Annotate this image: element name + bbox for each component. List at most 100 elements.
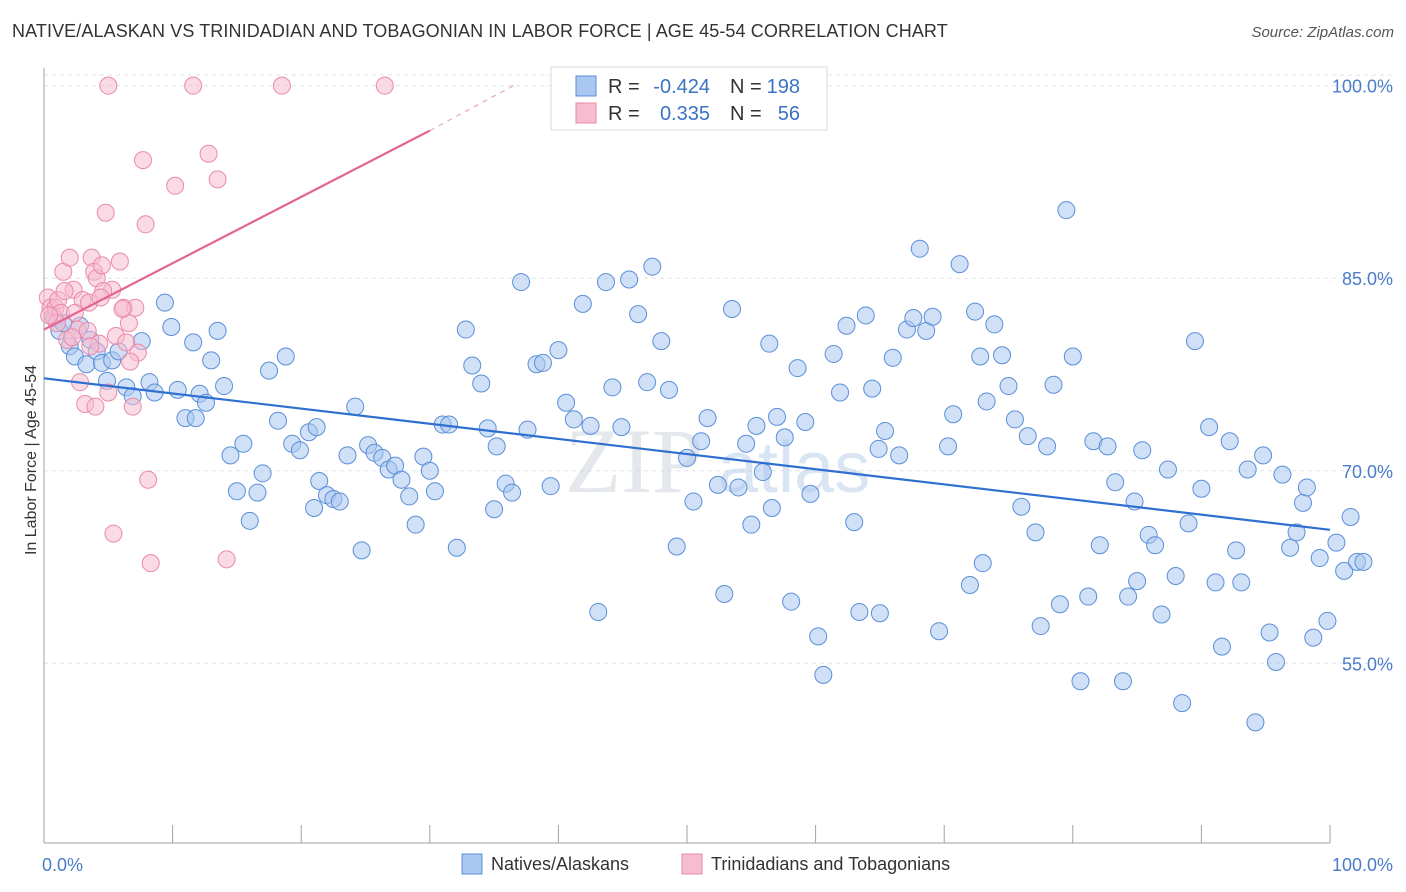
native-trend-line — [43, 377, 1331, 531]
trinidadian-point — [113, 300, 132, 319]
native-point — [1128, 572, 1147, 591]
native-point — [971, 347, 990, 366]
native-point — [202, 351, 221, 370]
native-point — [1341, 507, 1360, 526]
native-point — [698, 409, 717, 428]
legend-r-value-2: 0.335 — [660, 103, 710, 125]
native-point — [762, 498, 781, 517]
native-point — [612, 418, 631, 437]
native-point — [1119, 587, 1138, 606]
native-point — [753, 463, 772, 482]
trinidadian-point — [55, 282, 74, 301]
trinidadian-point — [217, 550, 236, 569]
trinidadian-trend-extension — [429, 85, 514, 132]
trend-lines — [43, 85, 1331, 531]
native-point — [1310, 549, 1329, 568]
native-point — [215, 377, 234, 396]
native-point — [643, 257, 662, 276]
native-point — [276, 347, 295, 366]
native-point — [652, 332, 671, 351]
native-point — [1254, 446, 1273, 465]
native-point — [775, 428, 794, 447]
native-point — [420, 461, 439, 480]
native-point — [723, 300, 742, 319]
native-point — [863, 379, 882, 398]
native-point — [667, 537, 686, 556]
native-point — [760, 334, 779, 353]
native-point — [425, 482, 444, 501]
native-point — [742, 515, 761, 534]
native-point — [960, 575, 979, 594]
y-tick-label: 55.0% — [1342, 654, 1393, 674]
native-point — [307, 418, 326, 437]
trinidadian-point — [121, 352, 140, 371]
native-point — [512, 273, 531, 292]
native-point — [338, 446, 357, 465]
native-point — [1354, 552, 1373, 571]
native-point — [930, 622, 949, 641]
native-point — [162, 317, 181, 336]
legend-trinidadians-label: Trinidadians and Tobagonians — [711, 854, 950, 874]
native-point — [186, 409, 205, 428]
native-point — [1057, 201, 1076, 220]
grid-lines — [44, 74, 1395, 664]
trinidadian-point — [99, 76, 118, 95]
trinidadian-point — [99, 383, 118, 402]
native-point — [487, 437, 506, 456]
native-point — [1297, 478, 1316, 497]
native-point — [659, 380, 678, 399]
native-point — [549, 341, 568, 360]
native-point — [1281, 538, 1300, 557]
trinidadian-point — [199, 144, 218, 163]
native-point — [472, 374, 491, 393]
chart-title: NATIVE/ALASKAN VS TRINIDADIAN AND TOBAGO… — [12, 21, 948, 41]
trinidadian-point — [272, 76, 291, 95]
native-point — [708, 475, 727, 494]
native-point — [400, 487, 419, 506]
native-point — [1031, 617, 1050, 636]
trinidadian-trend-line — [43, 129, 431, 331]
native-point — [869, 439, 888, 458]
native-point — [845, 513, 864, 532]
native-point — [1079, 587, 1098, 606]
native-point — [809, 627, 828, 646]
x-tick-label: 100.0% — [1332, 855, 1393, 875]
native-point — [533, 353, 552, 372]
legend-n-value-2: 56 — [778, 103, 800, 125]
native-point — [1327, 533, 1346, 552]
trinidadian-point — [81, 337, 100, 356]
native-point — [856, 306, 875, 325]
native-point — [1293, 493, 1312, 512]
native-point — [692, 432, 711, 451]
native-point — [1152, 605, 1171, 624]
native-point — [1304, 628, 1323, 647]
native-point — [729, 478, 748, 497]
y-tick-label: 70.0% — [1342, 462, 1393, 482]
native-point — [155, 293, 174, 312]
native-point — [1098, 437, 1117, 456]
series-natives-points — [45, 201, 1373, 732]
y-tick-labels: 55.0% 70.0% 85.0% 100.0% — [1332, 77, 1393, 675]
trinidadian-point — [123, 397, 142, 416]
native-point — [890, 446, 909, 465]
trinidadian-point — [92, 256, 111, 275]
native-point — [253, 464, 272, 483]
native-point — [831, 383, 850, 402]
native-point — [1246, 713, 1265, 732]
native-point — [1287, 523, 1306, 542]
native-point — [1071, 672, 1090, 691]
trinidadian-point — [141, 554, 160, 573]
legend-r-value-1: -0.424 — [653, 76, 710, 98]
trinidadian-point — [139, 470, 158, 489]
native-point — [240, 511, 259, 530]
native-point — [801, 484, 820, 503]
stats-legend: R = -0.424 N = 198 R = 0.335 N = 56 — [550, 66, 828, 131]
trinidadian-point — [184, 76, 203, 95]
legend-n-value-1: 198 — [767, 76, 800, 98]
native-point — [310, 472, 329, 491]
trinidadian-point — [134, 151, 153, 170]
native-point — [824, 344, 843, 363]
native-point — [1026, 523, 1045, 542]
native-point — [788, 359, 807, 378]
